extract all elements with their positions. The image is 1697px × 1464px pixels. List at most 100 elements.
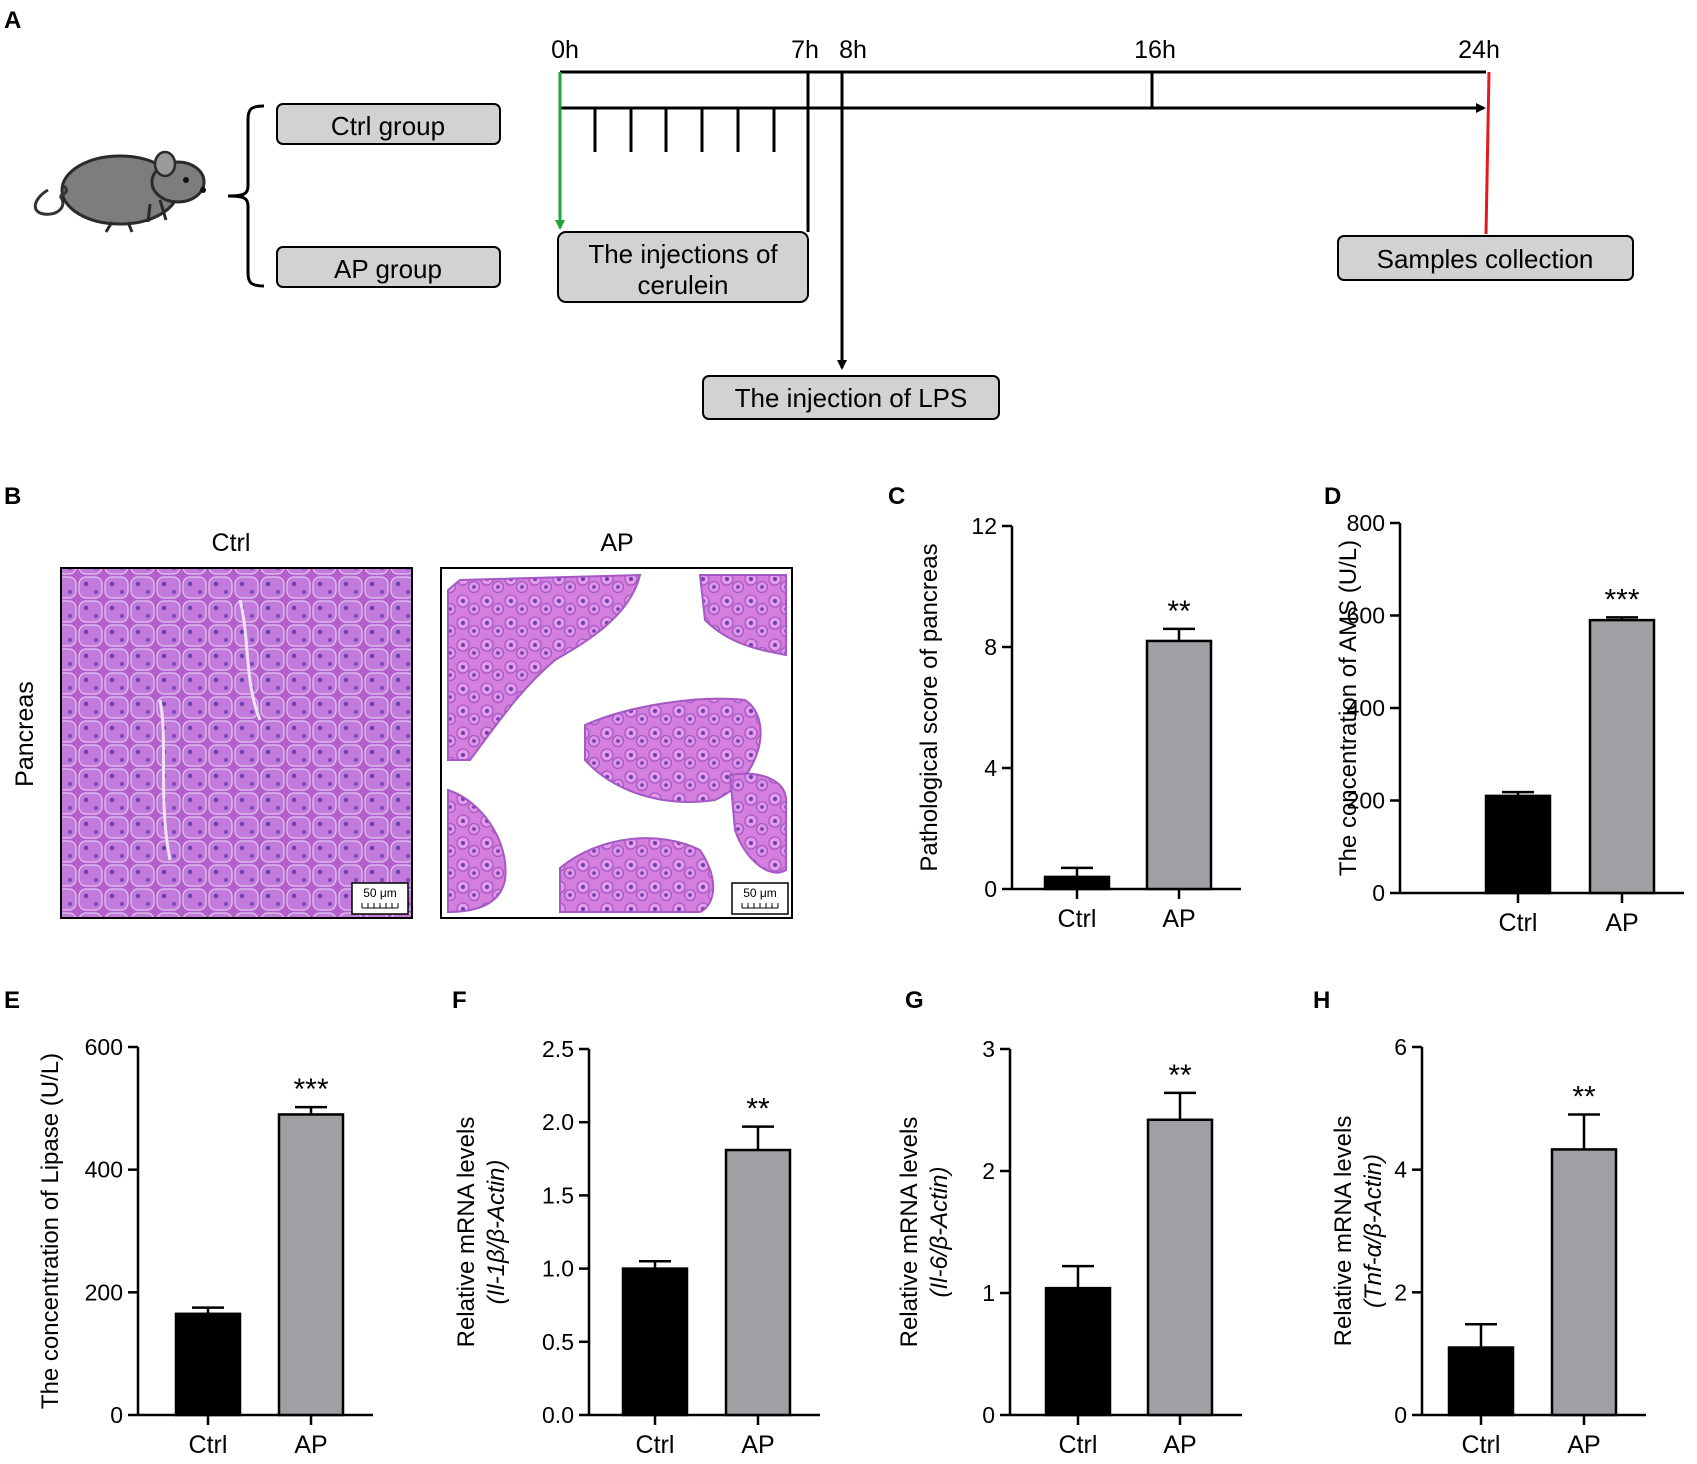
y-axis-label-d: The concentration of AMS (U/L) bbox=[1335, 540, 1362, 876]
y-tick-label-h: 0 bbox=[1394, 1402, 1407, 1428]
y-axis-sublabel-h: (Tnf-α/β-Actin) bbox=[1360, 1154, 1387, 1308]
significance-label-g: ** bbox=[1168, 1059, 1192, 1092]
bar-g-ctrl bbox=[1044, 1286, 1112, 1417]
panel-label-c: C bbox=[888, 483, 905, 510]
x-tick-label-f: AP bbox=[741, 1431, 774, 1459]
y-tick-label-f: 0.5 bbox=[542, 1329, 574, 1355]
x-tick-label-e: AP bbox=[294, 1431, 327, 1459]
bar-h-ctrl bbox=[1447, 1346, 1515, 1417]
significance-label-f: ** bbox=[746, 1093, 770, 1126]
histology-panel: Pancreas Ctrl AP 50 μm 50 μm bbox=[11, 529, 793, 919]
x-tick-label-c: Ctrl bbox=[1058, 905, 1097, 933]
chart-e-lipase-concentration: 0 200 400 600 Ctrl AP *** The concentration of … bbox=[37, 1034, 373, 1459]
time-label-16h: 16h bbox=[1134, 36, 1176, 64]
y-tick-label-c: 12 bbox=[971, 513, 997, 539]
y-tick-label-f: 0.0 bbox=[542, 1402, 574, 1428]
end-line bbox=[1484, 71, 1491, 235]
bar-g-ap bbox=[1146, 1118, 1214, 1417]
y-tick-label-f: 2.5 bbox=[542, 1036, 574, 1062]
y-axis-label-g: Relative mRNA levels bbox=[896, 1117, 923, 1348]
x-tick-label-d: AP bbox=[1605, 909, 1638, 937]
bar-h-ap bbox=[1550, 1148, 1618, 1417]
y-tick-label-e: 400 bbox=[85, 1157, 123, 1183]
y-axis-label-h: Relative mRNA levels bbox=[1330, 1116, 1357, 1347]
cerulein-box: The injections of cerulein bbox=[557, 231, 809, 303]
time-label-0h: 0h bbox=[551, 36, 579, 64]
histology-image-ctrl: 50 μm bbox=[60, 567, 413, 919]
panel-label-h: H bbox=[1313, 987, 1330, 1014]
bar-c-ap bbox=[1145, 639, 1213, 891]
scale-bar-label-ctrl: 50 μm bbox=[363, 886, 397, 900]
y-tick-label-g: 1 bbox=[982, 1280, 995, 1306]
x-tick-label-e: Ctrl bbox=[189, 1431, 228, 1459]
y-tick-label-f: 1.5 bbox=[542, 1182, 574, 1208]
y-axis-label-e: The concentration of Lipase (U/L) bbox=[37, 1053, 64, 1409]
y-axis-sublabel-g: (Il-6/β-Actin) bbox=[926, 1166, 953, 1297]
time-label-8h: 8h bbox=[839, 36, 867, 64]
significance-label-d: *** bbox=[1604, 583, 1639, 616]
chart-h-tnfa-mrna: 0 2 4 6 Ctrl AP ** Relative mRNA levels (Tnf-α/β… bbox=[1330, 1034, 1646, 1459]
chart-f-il1b-mrna: 0.0 0.5 1.0 1.5 2.0 2.5 Ctrl AP ** Relative mRNA … bbox=[453, 1036, 820, 1459]
y-tick-label-h: 6 bbox=[1394, 1034, 1407, 1060]
bar-d-ap bbox=[1588, 618, 1656, 895]
chart-g-il6-mrna: 0 1 2 3 Ctrl AP ** Relative mRNA levels (Il-6/β-… bbox=[896, 1036, 1242, 1459]
samples-label: Samples collection bbox=[1377, 244, 1594, 274]
y-tick-label-d: 800 bbox=[1347, 510, 1385, 536]
y-tick-label-g: 2 bbox=[982, 1158, 995, 1184]
panel-label-g: G bbox=[905, 987, 924, 1014]
injection-ticks bbox=[593, 108, 776, 152]
timeline-panel: Ctrl group AP group 0h 7h 8h 16h 24h bbox=[33, 36, 1634, 420]
y-tick-label-d: 400 bbox=[1347, 695, 1385, 721]
ctrl-group-label: Ctrl group bbox=[331, 111, 445, 141]
panel-label-a: A bbox=[4, 7, 21, 34]
y-tick-label-e: 200 bbox=[85, 1279, 123, 1305]
chart-d-ams-concentration: 0 200 400 600 800 Ctrl AP *** The concentration … bbox=[1335, 510, 1684, 937]
time-label-24h: 24h bbox=[1458, 36, 1500, 64]
y-tick-label-g: 3 bbox=[982, 1036, 995, 1062]
x-tick-label-h: AP bbox=[1567, 1431, 1600, 1459]
bar-c-ctrl bbox=[1043, 875, 1111, 891]
y-tick-label-f: 2.0 bbox=[542, 1109, 574, 1135]
samples-box: Samples collection bbox=[1337, 235, 1634, 281]
y-tick-label-c: 8 bbox=[984, 634, 997, 660]
group-brace bbox=[227, 104, 265, 288]
histology-row-label: Pancreas bbox=[11, 681, 39, 787]
lps-label: The injection of LPS bbox=[735, 383, 968, 413]
y-axis-label-c: Pathological score of pancreas bbox=[916, 543, 943, 871]
y-tick-label-h: 2 bbox=[1394, 1279, 1407, 1305]
y-tick-label-c: 0 bbox=[984, 876, 997, 902]
y-tick-label-f: 1.0 bbox=[542, 1256, 574, 1282]
scale-bar-label-ap: 50 μm bbox=[743, 886, 777, 900]
lps-box: The injection of LPS bbox=[702, 375, 1000, 420]
x-tick-label-d: Ctrl bbox=[1499, 909, 1538, 937]
cerulein-label-line2: cerulein bbox=[637, 270, 728, 300]
y-tick-label-d: 0 bbox=[1372, 880, 1385, 906]
bar-d-ctrl bbox=[1484, 794, 1552, 895]
panel-label-d: D bbox=[1324, 483, 1341, 510]
bar-e-ap bbox=[277, 1113, 345, 1417]
time-label-7h: 7h bbox=[791, 36, 819, 64]
x-tick-label-g: Ctrl bbox=[1059, 1431, 1098, 1459]
bar-e-ctrl bbox=[174, 1312, 242, 1417]
y-tick-label-e: 0 bbox=[110, 1402, 123, 1428]
significance-label-e: *** bbox=[293, 1073, 328, 1106]
x-tick-label-h: Ctrl bbox=[1462, 1431, 1501, 1459]
panel-label-f: F bbox=[452, 987, 467, 1014]
bar-f-ap bbox=[724, 1148, 792, 1417]
x-tick-label-c: AP bbox=[1162, 905, 1195, 933]
x-tick-label-f: Ctrl bbox=[636, 1431, 675, 1459]
ap-group-box: AP group bbox=[276, 246, 501, 288]
y-tick-label-d: 200 bbox=[1347, 788, 1385, 814]
histology-image-ap: 50 μm bbox=[440, 567, 793, 919]
cerulein-label-line1: The injections of bbox=[588, 239, 778, 269]
y-tick-label-d: 600 bbox=[1347, 603, 1385, 629]
y-tick-label-e: 600 bbox=[85, 1034, 123, 1060]
histology-col-ap: AP bbox=[600, 529, 633, 557]
significance-label-c: ** bbox=[1167, 595, 1191, 628]
y-tick-label-h: 4 bbox=[1394, 1157, 1407, 1183]
panel-label-b: B bbox=[4, 483, 21, 510]
y-tick-label-c: 4 bbox=[984, 755, 997, 781]
significance-label-h: ** bbox=[1572, 1080, 1596, 1113]
y-tick-label-g: 0 bbox=[982, 1402, 995, 1428]
